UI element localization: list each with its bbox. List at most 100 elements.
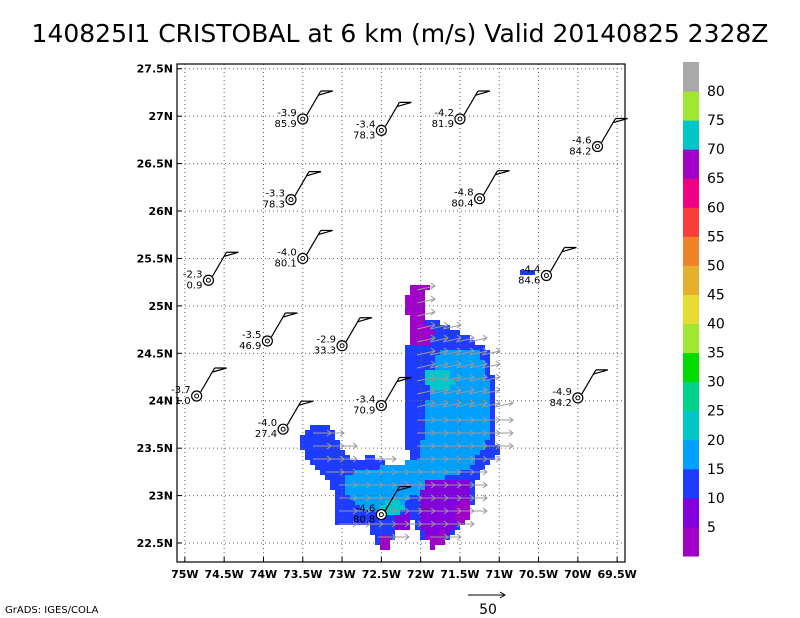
field-cell (440, 425, 445, 430)
station-rh: 27.4 (255, 429, 277, 440)
field-cell (355, 460, 360, 465)
field-cell (455, 350, 460, 355)
field-cell (345, 515, 350, 520)
field-cell (430, 370, 435, 375)
field-cell (345, 465, 350, 470)
field-cell (450, 485, 455, 490)
field-cell (420, 490, 425, 495)
station-rh: 85.9 (274, 119, 296, 130)
field-cell (405, 525, 410, 530)
station-plots: -3.985.9 -3.478.3-4.281.9-4.684.2-3.378.3… (171, 90, 628, 526)
wind-vector-head (430, 321, 436, 329)
field-cell (385, 540, 390, 545)
field-cell (345, 455, 350, 460)
field-cell (480, 425, 485, 430)
colorbar-label: 65 (707, 171, 725, 187)
colorbar-label: 75 (707, 113, 725, 129)
x-axis-ticks: 75W 74.5W 74W 73.5W 73W 72.5W 72W 71.5W 71W 70.5W… (171, 557, 637, 581)
colorbar-label: 20 (707, 433, 725, 449)
field-cell (445, 425, 450, 430)
field-cell (440, 410, 445, 415)
field-cell (430, 420, 435, 425)
field-cell (455, 525, 460, 530)
wind-vector-head (495, 347, 501, 355)
station-temp: -3.5 (242, 330, 262, 341)
field-cell (405, 420, 410, 425)
field-cell (425, 530, 430, 535)
field-cell (370, 525, 375, 530)
y-axis-ticks: 22.5N 23N 23.5N 24N 24.5N 25N 25.5N 26N 26.5N 27N… (137, 63, 182, 550)
field-cell (420, 315, 425, 320)
field-cell (330, 455, 335, 460)
field-cell (405, 490, 410, 495)
field-cell (360, 490, 365, 495)
station-circle (473, 193, 486, 205)
y-tick-label: 25N (148, 300, 173, 313)
field-cell (370, 500, 375, 505)
field-cell (325, 450, 330, 455)
field-cell (430, 475, 435, 480)
field-cell (335, 460, 340, 465)
field-cell (330, 480, 335, 485)
field-cell (420, 295, 425, 300)
station-rh: 84.6 (518, 276, 540, 287)
field-cell (405, 500, 410, 505)
field-cell (450, 490, 455, 495)
field-cell (410, 390, 415, 395)
y-tick-label: 23N (148, 490, 173, 503)
wind-vector-head (482, 468, 488, 476)
wind-vector (455, 402, 475, 408)
field-cell (425, 390, 430, 395)
field-cell (430, 505, 435, 510)
station-rh: 84.2 (569, 147, 591, 158)
field-cell (450, 520, 455, 525)
field-cell (435, 420, 440, 425)
field-cell (415, 475, 420, 480)
field-cell (445, 440, 450, 445)
field-cell (320, 465, 325, 470)
field-cell (420, 370, 425, 375)
field-cell (440, 355, 445, 360)
field-cell (455, 340, 460, 345)
field-cell (365, 460, 370, 465)
colorbar-swatch (683, 439, 699, 470)
field-cell (425, 475, 430, 480)
field-cell (335, 490, 340, 495)
field-cell (415, 440, 420, 445)
field-cell (415, 455, 420, 460)
field-cell (430, 465, 435, 470)
field-cell (420, 520, 425, 525)
field-cell (410, 380, 415, 385)
field-cell (430, 320, 435, 325)
field-cell (455, 440, 460, 445)
station-rh: 80.8 (353, 515, 375, 526)
field-cell (355, 465, 360, 470)
field-cell (475, 395, 480, 400)
colorbar-label: 60 (707, 200, 725, 216)
field-cell (300, 440, 305, 445)
field-cell (440, 500, 445, 505)
field-cell (460, 440, 465, 445)
field-cell (435, 405, 440, 410)
field-cell (470, 450, 475, 455)
field-cell (485, 440, 490, 445)
field-cell (445, 360, 450, 365)
wind-vector-head (443, 386, 449, 394)
field-cell (360, 520, 365, 525)
field-cell (405, 300, 410, 305)
field-cell (450, 370, 455, 375)
field-cell (455, 455, 460, 460)
field-cell (385, 515, 390, 520)
field-cell (410, 485, 415, 490)
wind-barb-staff (306, 230, 322, 255)
station-core (300, 255, 306, 261)
field-cell (450, 530, 455, 535)
field-cell (420, 465, 425, 470)
field-cell (325, 425, 330, 430)
station-temp: -3.4 (356, 394, 376, 405)
colorbar-swatch (683, 526, 699, 557)
field-cell (465, 395, 470, 400)
colorbar-swatch (683, 323, 699, 354)
field-cell (415, 375, 420, 380)
field-cell (325, 435, 330, 440)
